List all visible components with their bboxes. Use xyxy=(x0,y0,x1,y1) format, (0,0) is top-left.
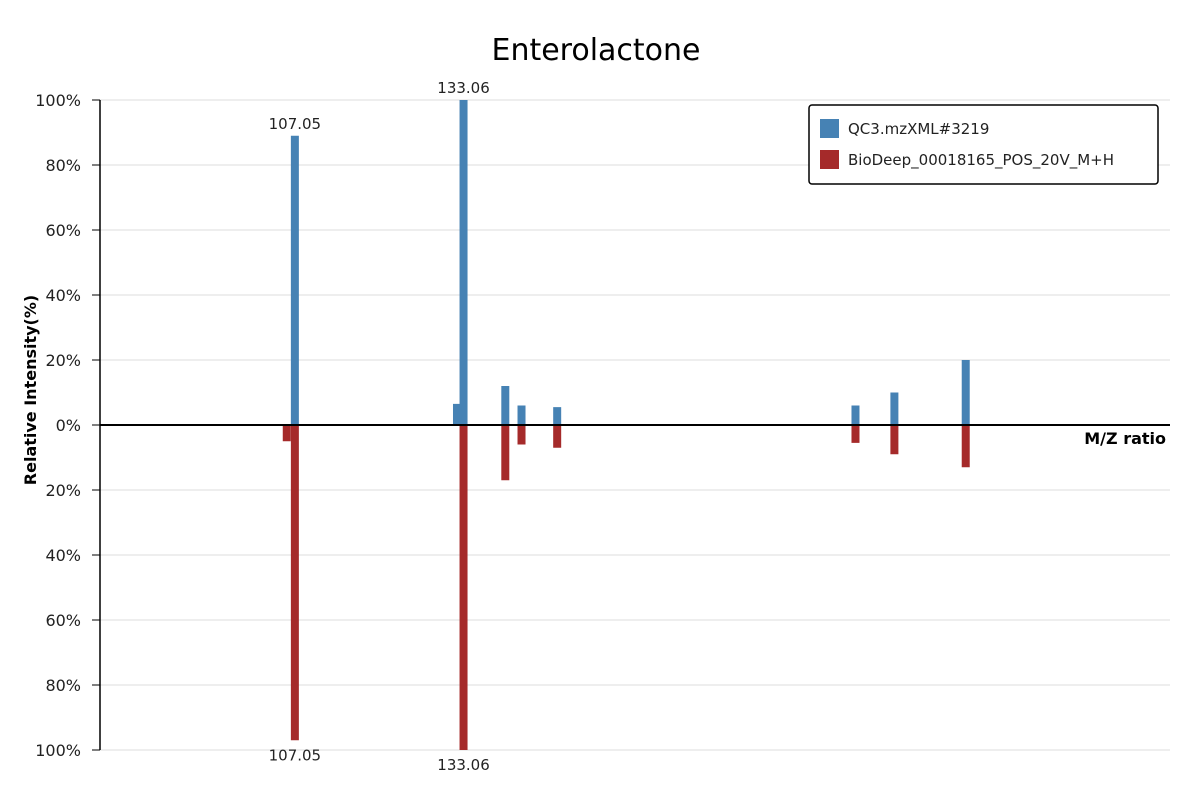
peak-bars xyxy=(282,100,970,750)
y-ticks: 100% 80% 60% 40% 20% 0% 20% 40% 60% 80% 100% xyxy=(35,91,100,760)
sample-peak-bar xyxy=(290,135,299,425)
chart-title: Enterolactone xyxy=(491,33,700,68)
y-tick-label: 100% xyxy=(35,741,81,760)
axes xyxy=(99,100,1170,750)
reference-peak-label: 107.05 xyxy=(269,746,322,764)
y-tick-label: 100% xyxy=(35,91,81,110)
reference-peak-bar xyxy=(517,425,526,445)
reference-peak-bar xyxy=(961,425,970,468)
sample-peak-bar xyxy=(517,405,526,425)
x-axis-title: M/Z ratio xyxy=(1084,429,1166,448)
sample-peak-bar xyxy=(890,392,899,425)
sample-peak-label: 107.05 xyxy=(269,115,322,133)
sample-peak-bar xyxy=(851,405,860,425)
sample-peak-bar xyxy=(459,100,468,425)
sample-peak-bar xyxy=(961,360,970,425)
y-tick-label: 80% xyxy=(45,676,81,695)
legend-label-qc3: QC3.mzXML#3219 xyxy=(848,120,989,138)
legend-box xyxy=(808,104,1159,185)
sample-peak-label: 133.06 xyxy=(437,79,490,97)
y-tick-label: 60% xyxy=(45,611,81,630)
gridlines xyxy=(100,99,1170,751)
y-tick-label: 40% xyxy=(45,546,81,565)
y-tick-label: 20% xyxy=(45,351,81,370)
y-tick-label: 40% xyxy=(45,286,81,305)
reference-peak-label: 133.06 xyxy=(437,756,490,774)
reference-peak-bar xyxy=(553,425,562,448)
legend: QC3.mzXML#3219 BioDeep_00018165_POS_20V_… xyxy=(808,104,1159,185)
sample-peak-bar xyxy=(501,386,510,425)
sample-peak-bar xyxy=(452,403,461,425)
legend-label-biodeep: BioDeep_00018165_POS_20V_M+H xyxy=(848,151,1114,170)
reference-peak-bar xyxy=(290,425,299,741)
legend-swatch-qc3 xyxy=(820,119,839,138)
reference-peak-bar xyxy=(501,425,510,481)
reference-peak-bar xyxy=(890,425,899,455)
peak-labels: 107.05 133.06 107.05 133.06 xyxy=(269,79,490,774)
reference-peak-bar xyxy=(851,425,860,443)
y-tick-label: 0% xyxy=(56,416,81,435)
y-tick-label: 20% xyxy=(45,481,81,500)
legend-swatch-biodeep xyxy=(820,150,839,169)
reference-peak-bar xyxy=(459,425,468,750)
y-tick-label: 60% xyxy=(45,221,81,240)
sample-peak-bar xyxy=(553,407,562,425)
y-tick-label: 80% xyxy=(45,156,81,175)
y-axis-title: Relative Intensity(%) xyxy=(21,295,40,485)
reference-peak-bar xyxy=(282,425,291,442)
